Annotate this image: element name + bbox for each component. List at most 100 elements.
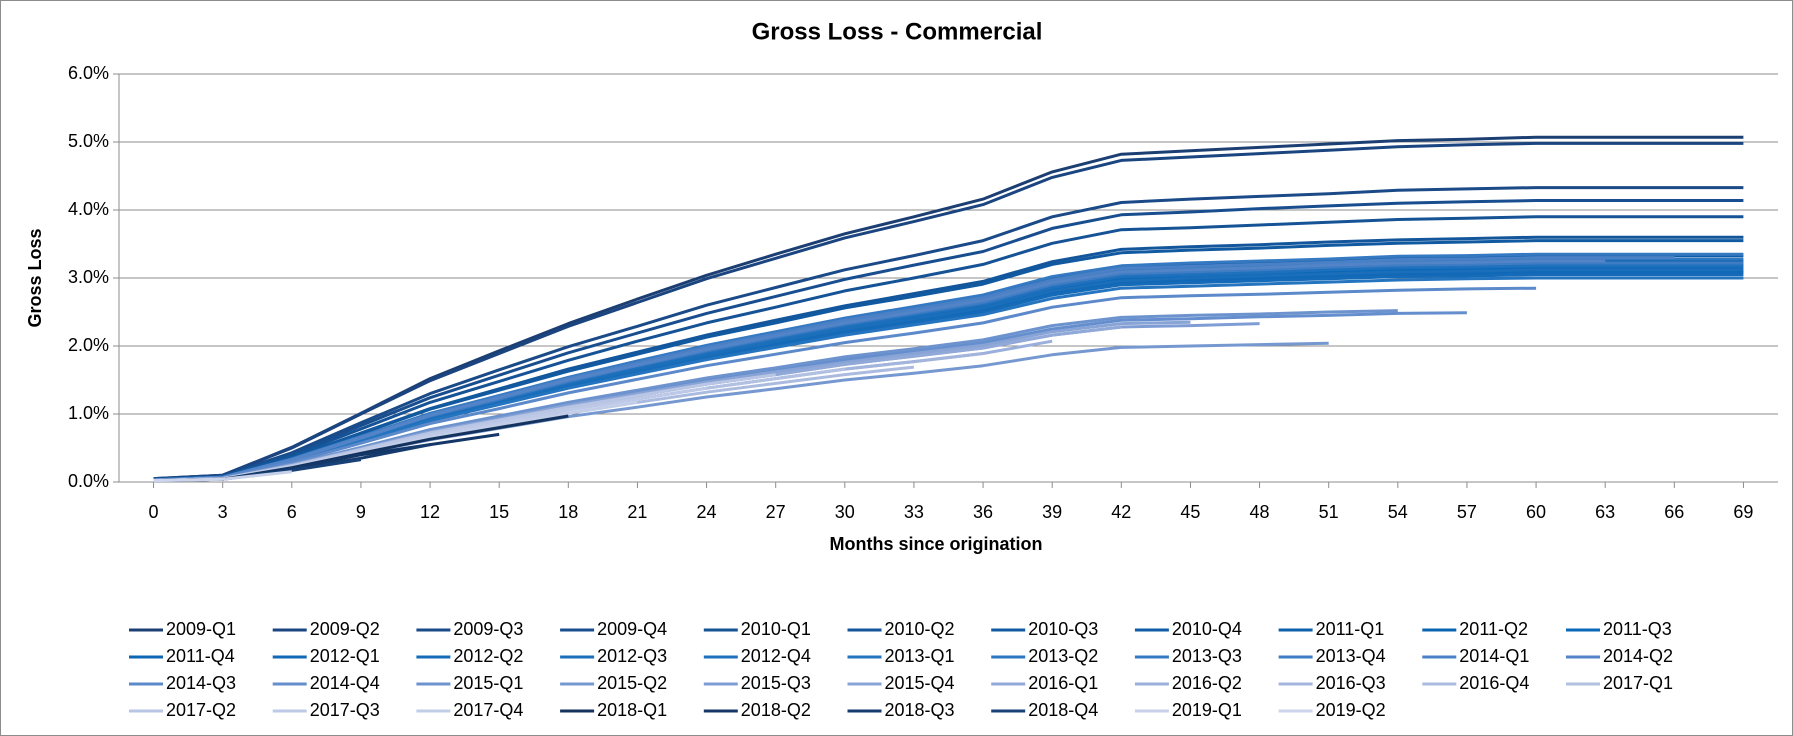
y-tick-label: 5.0% [68,131,109,151]
legend-item: 2011-Q1 [1278,619,1385,639]
legend-label: 2013-Q1 [885,646,955,666]
series-line [153,141,1744,481]
legend-label: 2014-Q1 [1459,646,1529,666]
legend-label: 2011-Q3 [1603,619,1672,639]
chart-title: Gross Loss - Commercial [752,18,1043,45]
x-tick-label: 24 [697,502,717,522]
legend-label: 2016-Q1 [1028,673,1098,693]
legend-item: 2015-Q3 [703,673,811,693]
legend-label: 2012-Q1 [310,646,380,666]
y-tick-label: 0.0% [68,471,109,491]
legend-label: 2009-Q4 [597,619,667,639]
legend-label: 2014-Q2 [1603,646,1673,666]
x-tick-label: 48 [1250,502,1270,522]
y-tick-label: 6.0% [68,63,109,83]
legend-label: 2013-Q4 [1316,646,1386,666]
legend-item: 2011-Q4 [129,646,235,666]
series-line [153,199,1744,481]
legend-item: 2014-Q3 [129,673,236,693]
legend-item: 2011-Q2 [1422,619,1528,639]
x-tick-label: 42 [1111,502,1131,522]
legend-item: 2018-Q2 [703,700,811,720]
x-tick-label: 45 [1180,502,1200,522]
y-axis-title: Gross Loss [25,228,45,327]
y-tick-label: 3.0% [68,267,109,287]
x-tick-label: 54 [1388,502,1408,522]
legend-label: 2016-Q4 [1459,673,1529,693]
legend-label: 2015-Q4 [885,673,955,693]
legend-item: 2015-Q4 [847,673,955,693]
legend-item: 2013-Q2 [991,646,1098,666]
legend-label: 2010-Q2 [885,619,955,639]
x-tick-label: 12 [420,502,440,522]
legend-label: 2010-Q3 [1028,619,1098,639]
legend-item: 2012-Q4 [703,646,811,666]
series-line [153,239,1744,481]
x-tick-label: 63 [1595,502,1615,522]
legend-item: 2009-Q4 [560,619,667,639]
legend-label: 2010-Q4 [1172,619,1242,639]
legend-item: 2014-Q1 [1422,646,1529,666]
legend-item: 2019-Q2 [1278,700,1386,720]
legend-item: 2011-Q3 [1566,619,1672,639]
legend-item: 2010-Q1 [703,619,811,639]
legend-item: 2019-Q1 [1134,700,1242,720]
legend-item: 2016-Q4 [1422,673,1529,693]
legend-label: 2011-Q2 [1459,619,1528,639]
legend-label: 2019-Q2 [1316,700,1386,720]
legend-item: 2017-Q3 [272,700,380,720]
legend-item: 2016-Q2 [1134,673,1242,693]
legend-label: 2016-Q2 [1172,673,1242,693]
legend-label: 2016-Q3 [1316,673,1386,693]
x-tick-label: 30 [835,502,855,522]
legend-label: 2012-Q3 [597,646,667,666]
legend-label: 2017-Q1 [1603,673,1673,693]
legend-item: 2015-Q1 [416,673,523,693]
legend-label: 2011-Q4 [166,646,235,666]
y-tick-label: 1.0% [68,403,109,423]
legend-item: 2014-Q2 [1566,646,1673,666]
x-tick-label: 9 [356,502,366,522]
series-line [153,215,1744,481]
legend-item: 2018-Q1 [560,700,667,720]
legend-label: 2011-Q1 [1316,619,1385,639]
legend-item: 2012-Q2 [416,646,523,666]
x-axis-title: Months since origination [829,534,1042,554]
legend-label: 2018-Q4 [1028,700,1098,720]
legend-item: 2009-Q2 [272,619,380,639]
legend-item: 2012-Q3 [560,646,667,666]
y-tick-label: 4.0% [68,199,109,219]
legend-item: 2010-Q2 [847,619,955,639]
legend-label: 2012-Q2 [453,646,523,666]
x-tick-label: 6 [287,502,297,522]
x-tick-label: 60 [1526,502,1546,522]
legend-item: 2013-Q1 [847,646,955,666]
series-lines [153,135,1744,483]
legend-label: 2019-Q1 [1172,700,1242,720]
series-line [153,135,1744,481]
legend-item: 2010-Q3 [991,619,1098,639]
legend-item: 2009-Q3 [416,619,523,639]
legend-item: 2009-Q1 [129,619,236,639]
x-tick-label: 36 [973,502,993,522]
legend-label: 2015-Q3 [741,673,811,693]
legend-label: 2018-Q1 [597,700,667,720]
legend-label: 2018-Q3 [885,700,955,720]
x-tick-label: 39 [1042,502,1062,522]
legend-label: 2017-Q4 [453,700,523,720]
legend-item: 2015-Q2 [560,673,667,693]
legend-label: 2015-Q1 [453,673,523,693]
y-tick-label: 2.0% [68,335,109,355]
legend-item: 2010-Q4 [1134,619,1242,639]
legend-label: 2014-Q4 [310,673,380,693]
x-tick-label: 0 [149,502,159,522]
legend-label: 2018-Q2 [741,700,811,720]
legend-item: 2013-Q4 [1278,646,1386,666]
x-tick-label: 51 [1319,502,1339,522]
x-tick-label: 66 [1664,502,1684,522]
legend-item: 2017-Q2 [129,700,236,720]
legend-label: 2013-Q3 [1172,646,1242,666]
legend-item: 2017-Q4 [416,700,523,720]
